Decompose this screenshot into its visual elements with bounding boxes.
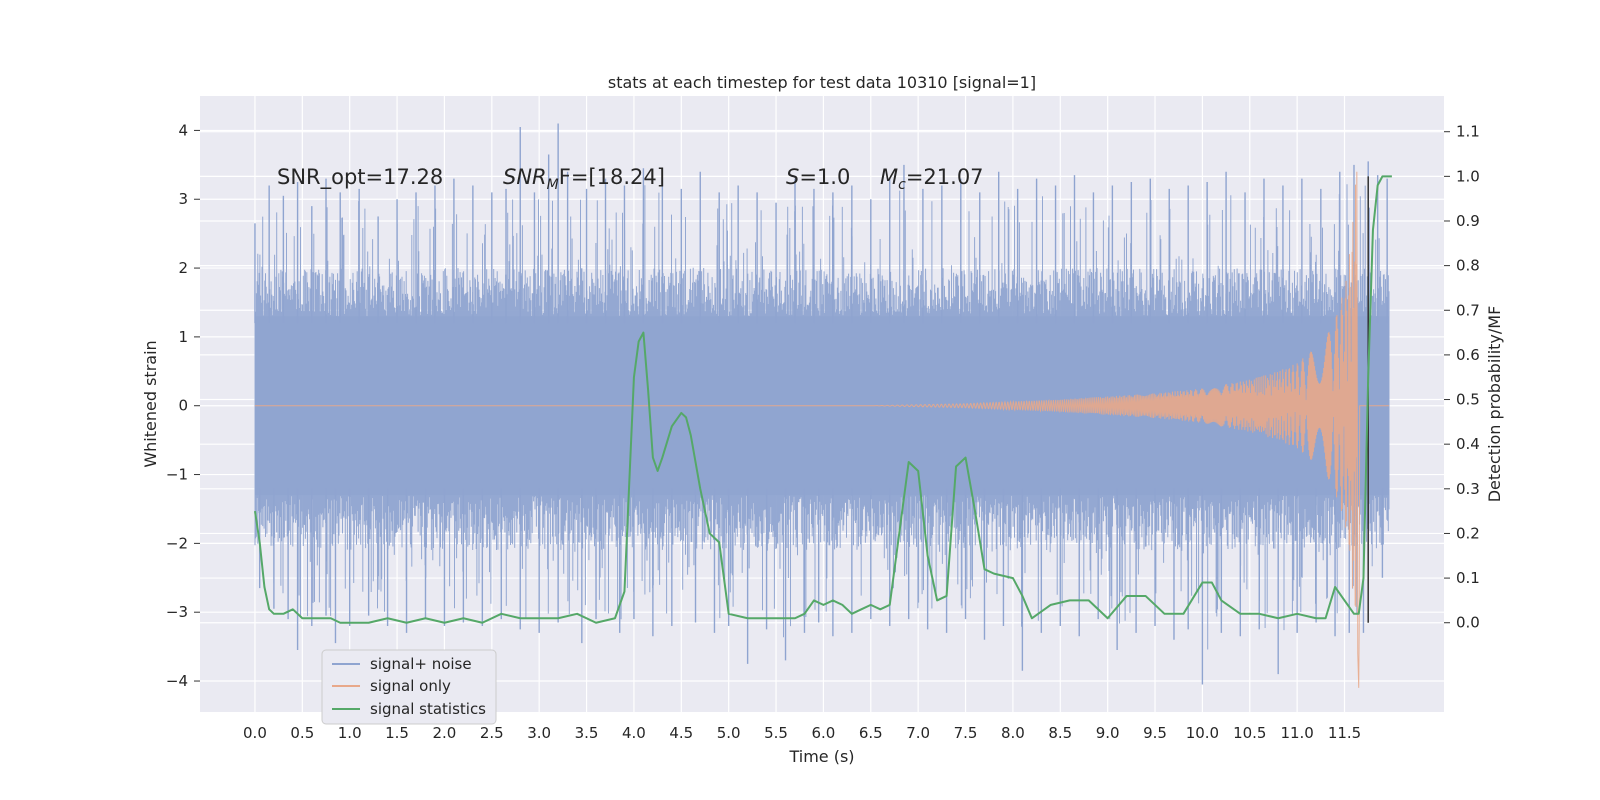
signal-statistics-line bbox=[253, 175, 1392, 624]
x-tick-label-17: 8.5 bbox=[1048, 724, 1072, 742]
x-tick-label-5: 2.5 bbox=[480, 724, 504, 742]
y-axis-left: 4 3 2 1 0 −1 −2 −3 −4 bbox=[166, 121, 200, 690]
x-tick-label-3: 1.5 bbox=[385, 724, 409, 742]
legend-label-signal-noise: signal+ noise bbox=[370, 655, 472, 673]
x-tick-label-1: 0.5 bbox=[290, 724, 314, 742]
series-signal-only bbox=[254, 171, 1390, 688]
y-right-tick-label-10: 0.1 bbox=[1456, 569, 1480, 587]
x-tick-label-15: 7.5 bbox=[954, 724, 978, 742]
chart-title: stats at each timestep for test data 103… bbox=[608, 73, 1036, 92]
x-axis: 0.0 0.5 1.0 1.5 2.0 2.5 3.0 3.5 4.0 4.5 5.0 5.5 6.0 6… bbox=[243, 724, 1361, 742]
x-tick-label-4: 2.0 bbox=[433, 724, 457, 742]
y-axis-right: 1.1 1.0 0.9 0.8 0.7 0.6 0.5 0.4 0.3 0.2 0.1 0.0 bbox=[1444, 123, 1480, 632]
x-tick-label-22: 11.0 bbox=[1280, 724, 1313, 742]
x-tick-label-9: 4.5 bbox=[669, 724, 693, 742]
y-right-tick-label-1: 1.0 bbox=[1456, 167, 1480, 185]
annotation-s: S=1.0 bbox=[786, 165, 850, 189]
x-tick-label-11: 5.5 bbox=[764, 724, 788, 742]
y-right-tick-label-8: 0.3 bbox=[1456, 480, 1480, 498]
annotations: SNR_opt=17.28 SNRMF=[18.24] S=1.0 Mc=21.… bbox=[277, 165, 984, 193]
signal-only-line bbox=[254, 171, 1390, 688]
y-right-tick-label-3: 0.8 bbox=[1456, 257, 1480, 275]
x-tick-label-21: 10.5 bbox=[1233, 724, 1266, 742]
legend-label-signal-statistics: signal statistics bbox=[370, 700, 486, 718]
series-signal-statistics bbox=[253, 175, 1392, 624]
y-right-tick-label-9: 0.2 bbox=[1456, 524, 1480, 542]
x-tick-label-10: 5.0 bbox=[717, 724, 741, 742]
y-left-tick-label-5: −1 bbox=[166, 466, 188, 484]
legend-box bbox=[321, 649, 497, 725]
x-axis-label: Time (s) bbox=[788, 747, 854, 766]
x-tick-label-7: 3.5 bbox=[575, 724, 599, 742]
x-tick-label-23: 11.5 bbox=[1328, 724, 1361, 742]
x-tick-label-20: 10.0 bbox=[1186, 724, 1219, 742]
y-left-tick-label-8: −4 bbox=[166, 672, 188, 690]
y-left-tick-label-6: −2 bbox=[166, 534, 188, 552]
x-tick-label-8: 4.0 bbox=[622, 724, 646, 742]
x-tick-label-13: 6.5 bbox=[859, 724, 883, 742]
y-left-tick-label-4: 0 bbox=[178, 397, 188, 415]
x-tick-label-16: 8.0 bbox=[1001, 724, 1025, 742]
x-tick-label-2: 1.0 bbox=[338, 724, 362, 742]
y-right-tick-label-0: 1.1 bbox=[1456, 123, 1480, 141]
x-tick-label-0: 0.0 bbox=[243, 724, 267, 742]
y-left-tick-label-2: 2 bbox=[178, 259, 188, 277]
y-right-tick-label-11: 0.0 bbox=[1456, 614, 1480, 632]
y-left-tick-label-3: 1 bbox=[178, 328, 188, 346]
legend: signal+ noise signal only signal statist… bbox=[321, 649, 497, 725]
annotation-snr-mf: SNRMF=[18.24] bbox=[503, 165, 665, 193]
y-axis-left-label: Whitened strain bbox=[141, 340, 160, 467]
y-right-tick-label-4: 0.7 bbox=[1456, 301, 1480, 319]
y-axis-right-label: Detection probability/MF bbox=[1485, 306, 1504, 503]
y-left-tick-label-0: 4 bbox=[178, 121, 188, 139]
y-right-tick-label-6: 0.5 bbox=[1456, 391, 1480, 409]
series-layer bbox=[253, 123, 1392, 688]
annotation-snr-opt: SNR_opt=17.28 bbox=[277, 165, 443, 190]
annotation-mc: Mc=21.07 bbox=[880, 165, 984, 193]
legend-label-signal-only: signal only bbox=[370, 677, 451, 695]
x-tick-label-19: 9.5 bbox=[1143, 724, 1167, 742]
x-tick-label-12: 6.0 bbox=[811, 724, 835, 742]
y-left-tick-label-1: 3 bbox=[178, 190, 188, 208]
y-right-tick-label-2: 0.9 bbox=[1456, 212, 1480, 230]
y-right-tick-label-7: 0.4 bbox=[1456, 435, 1480, 453]
x-tick-label-18: 9.0 bbox=[1096, 724, 1120, 742]
x-tick-label-6: 3.0 bbox=[527, 724, 551, 742]
x-tick-label-14: 7.0 bbox=[906, 724, 930, 742]
y-right-tick-label-5: 0.6 bbox=[1456, 346, 1480, 364]
y-left-tick-label-7: −3 bbox=[166, 603, 188, 621]
